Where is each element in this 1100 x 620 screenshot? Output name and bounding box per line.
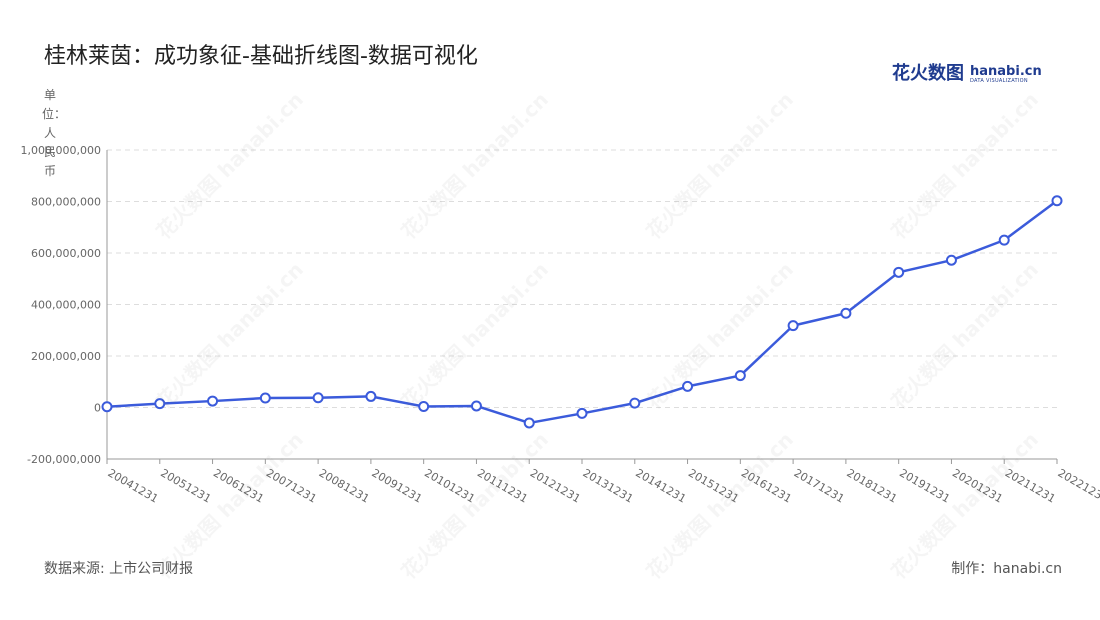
brand-logo: 花火数图 hanabi.cn DATA VISUALIZATION — [892, 60, 1042, 84]
x-tick-labels: 2004123120051231200612312007123120081231… — [106, 466, 1100, 505]
chart-title: 桂林莱茵：成功象征-基础折线图-数据可视化 — [44, 44, 478, 69]
data-point — [1051, 195, 1063, 207]
data-point — [787, 320, 799, 332]
x-tick-label: 20081231 — [317, 466, 372, 505]
data-point — [629, 397, 641, 409]
y-tick-label: 400,000,000 — [31, 299, 101, 312]
logo-en-group: hanabi.cn DATA VISUALIZATION — [970, 65, 1042, 84]
data-point — [207, 395, 219, 407]
x-tick-label: 20141231 — [633, 466, 688, 505]
data-point — [101, 401, 113, 413]
data-point — [470, 400, 482, 412]
data-point — [998, 234, 1010, 246]
data-point — [523, 417, 535, 429]
data-point — [840, 307, 852, 319]
data-point — [945, 254, 957, 266]
x-tick-label: 20161231 — [739, 466, 794, 505]
series-revenue — [101, 195, 1063, 429]
logo-text-en: hanabi.cn — [970, 64, 1042, 79]
data-point — [154, 398, 166, 410]
x-tick-label: 20201231 — [950, 466, 1005, 505]
x-tick-label: 20121231 — [528, 466, 583, 505]
y-tick-label: 200,000,000 — [31, 350, 101, 363]
y-tick-label: 0 — [94, 402, 101, 415]
series-line — [106, 199, 1058, 425]
y-tick-labels: -200,000,000 0 200,000,000 400,000,000 600,0… — [21, 144, 101, 466]
x-tick-label: 20061231 — [211, 466, 266, 505]
data-point — [418, 400, 430, 412]
data-point — [893, 266, 905, 278]
data-point — [734, 370, 746, 382]
x-tick-label: 20111231 — [475, 466, 530, 505]
x-tick-label: 20221231 — [1056, 466, 1100, 505]
credit-label: 制作：hanabi.cn — [951, 561, 1062, 577]
data-source: 数据来源: 上市公司财报 — [44, 561, 194, 577]
x-tick-label: 20101231 — [422, 466, 477, 505]
logo-text-cn: 花火数图 — [892, 63, 964, 84]
x-tick-label: 20091231 — [369, 466, 424, 505]
logo-subtitle: DATA VISUALIZATION — [970, 78, 1028, 84]
x-tick-label: 20211231 — [1003, 466, 1058, 505]
data-point — [365, 390, 377, 402]
x-tick-label: 20171231 — [792, 466, 847, 505]
y-tick-label: 600,000,000 — [31, 247, 101, 260]
y-tick-label: 1,000,000,000 — [21, 144, 101, 157]
x-tick-label: 20131231 — [581, 466, 636, 505]
data-point — [576, 407, 588, 419]
x-tick-label: 20051231 — [158, 466, 213, 505]
data-point — [682, 380, 694, 392]
x-tick-label: 20071231 — [264, 466, 319, 505]
x-tick-label: 20191231 — [897, 466, 952, 505]
y-tick-label: -200,000,000 — [27, 453, 101, 466]
data-point — [259, 392, 271, 404]
y-tick-label: 800,000,000 — [31, 196, 101, 209]
x-tick-label: 20041231 — [106, 466, 161, 505]
x-tick-label: 20181231 — [844, 466, 899, 505]
data-point — [312, 392, 324, 404]
x-tick-label: 20151231 — [686, 466, 741, 505]
grid-lines — [107, 149, 1057, 408]
